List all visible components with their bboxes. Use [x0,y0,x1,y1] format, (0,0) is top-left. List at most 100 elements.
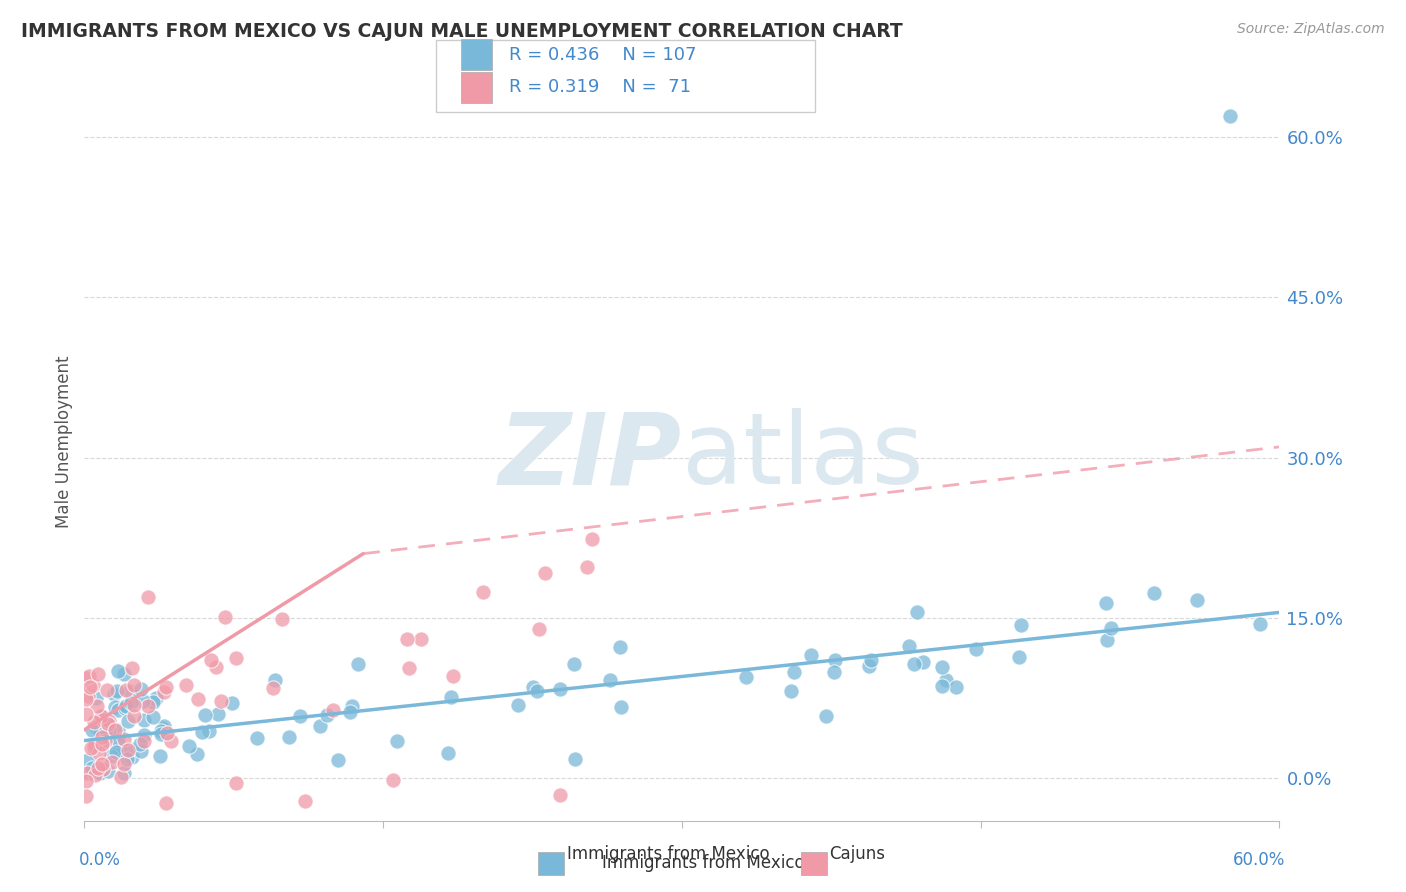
Point [326,753,349,767]
Point [322,702,344,716]
Point [90,708,112,723]
Point [153,719,176,733]
Point [897,639,920,653]
Point [288,708,311,723]
Point [610,700,633,714]
Point [86,761,108,775]
Point [98,723,121,738]
Point [91,730,114,744]
Point [824,653,846,667]
Text: R = 0.436    N = 107: R = 0.436 N = 107 [509,45,696,63]
Text: Immigrants from Mexico: Immigrants from Mexico [567,846,769,863]
Point [103,687,125,701]
Point [128,737,150,751]
Point [385,734,408,748]
Point [79,681,101,695]
Point [98,729,121,743]
Point [77,753,100,767]
Point [112,756,135,771]
Point [145,690,167,705]
Point [1099,621,1122,635]
Point [82,678,104,692]
Text: Cajuns: Cajuns [830,846,886,863]
Point [86,691,108,706]
Point [114,731,136,746]
Point [97,717,120,731]
Point [198,723,221,738]
Point [117,743,139,757]
Point [155,680,177,694]
Point [105,745,128,759]
Point [527,622,550,636]
Point [339,705,361,719]
Point [98,714,121,728]
Point [107,723,129,738]
Point [609,640,631,655]
Point [107,733,129,747]
Point [1249,616,1271,631]
Point [225,651,247,665]
Point [104,723,127,737]
Point [935,673,957,687]
Point [90,708,112,723]
Point [264,673,287,688]
Point [80,723,103,738]
Point [548,681,571,696]
Point [150,724,173,739]
Point [177,739,200,754]
Point [105,738,128,752]
Point [94,733,117,747]
Point [262,681,284,695]
Y-axis label: Male Unemployment: Male Unemployment [55,355,73,528]
Point [87,746,110,760]
Point [1095,633,1118,648]
Point [115,682,138,697]
Point [905,605,928,619]
Point [122,678,145,692]
Text: Immigrants from Mexico: Immigrants from Mexico [602,855,804,872]
Point [903,657,925,671]
Point [94,722,117,736]
Point [155,726,177,740]
Point [120,696,142,710]
Point [398,661,420,675]
Point [440,690,463,705]
Point [411,632,433,646]
Point [534,566,557,580]
Point [75,692,97,706]
Point [129,682,152,697]
Point [153,685,176,699]
Point [93,722,115,736]
Point [396,632,419,646]
Point [207,706,229,721]
Point [246,731,269,745]
Point [105,684,128,698]
Point [174,677,197,691]
Point [104,700,127,714]
Point [89,723,111,738]
Point [75,773,97,788]
Point [1187,593,1209,607]
Point [1219,109,1241,123]
Text: atlas: atlas [682,409,924,505]
Point [83,768,105,782]
Point [1008,650,1031,665]
Point [91,762,114,776]
Point [76,766,98,780]
Point [912,656,935,670]
Point [931,660,953,674]
Point [441,669,464,683]
Point [79,765,101,780]
Point [506,698,529,712]
Point [121,749,143,764]
Point [187,692,209,706]
Point [117,714,139,728]
Point [814,709,837,723]
Point [548,789,571,803]
Point [564,752,586,766]
Point [136,699,159,714]
Point [931,680,953,694]
Point [200,653,222,667]
Point [965,641,987,656]
Point [576,560,599,574]
